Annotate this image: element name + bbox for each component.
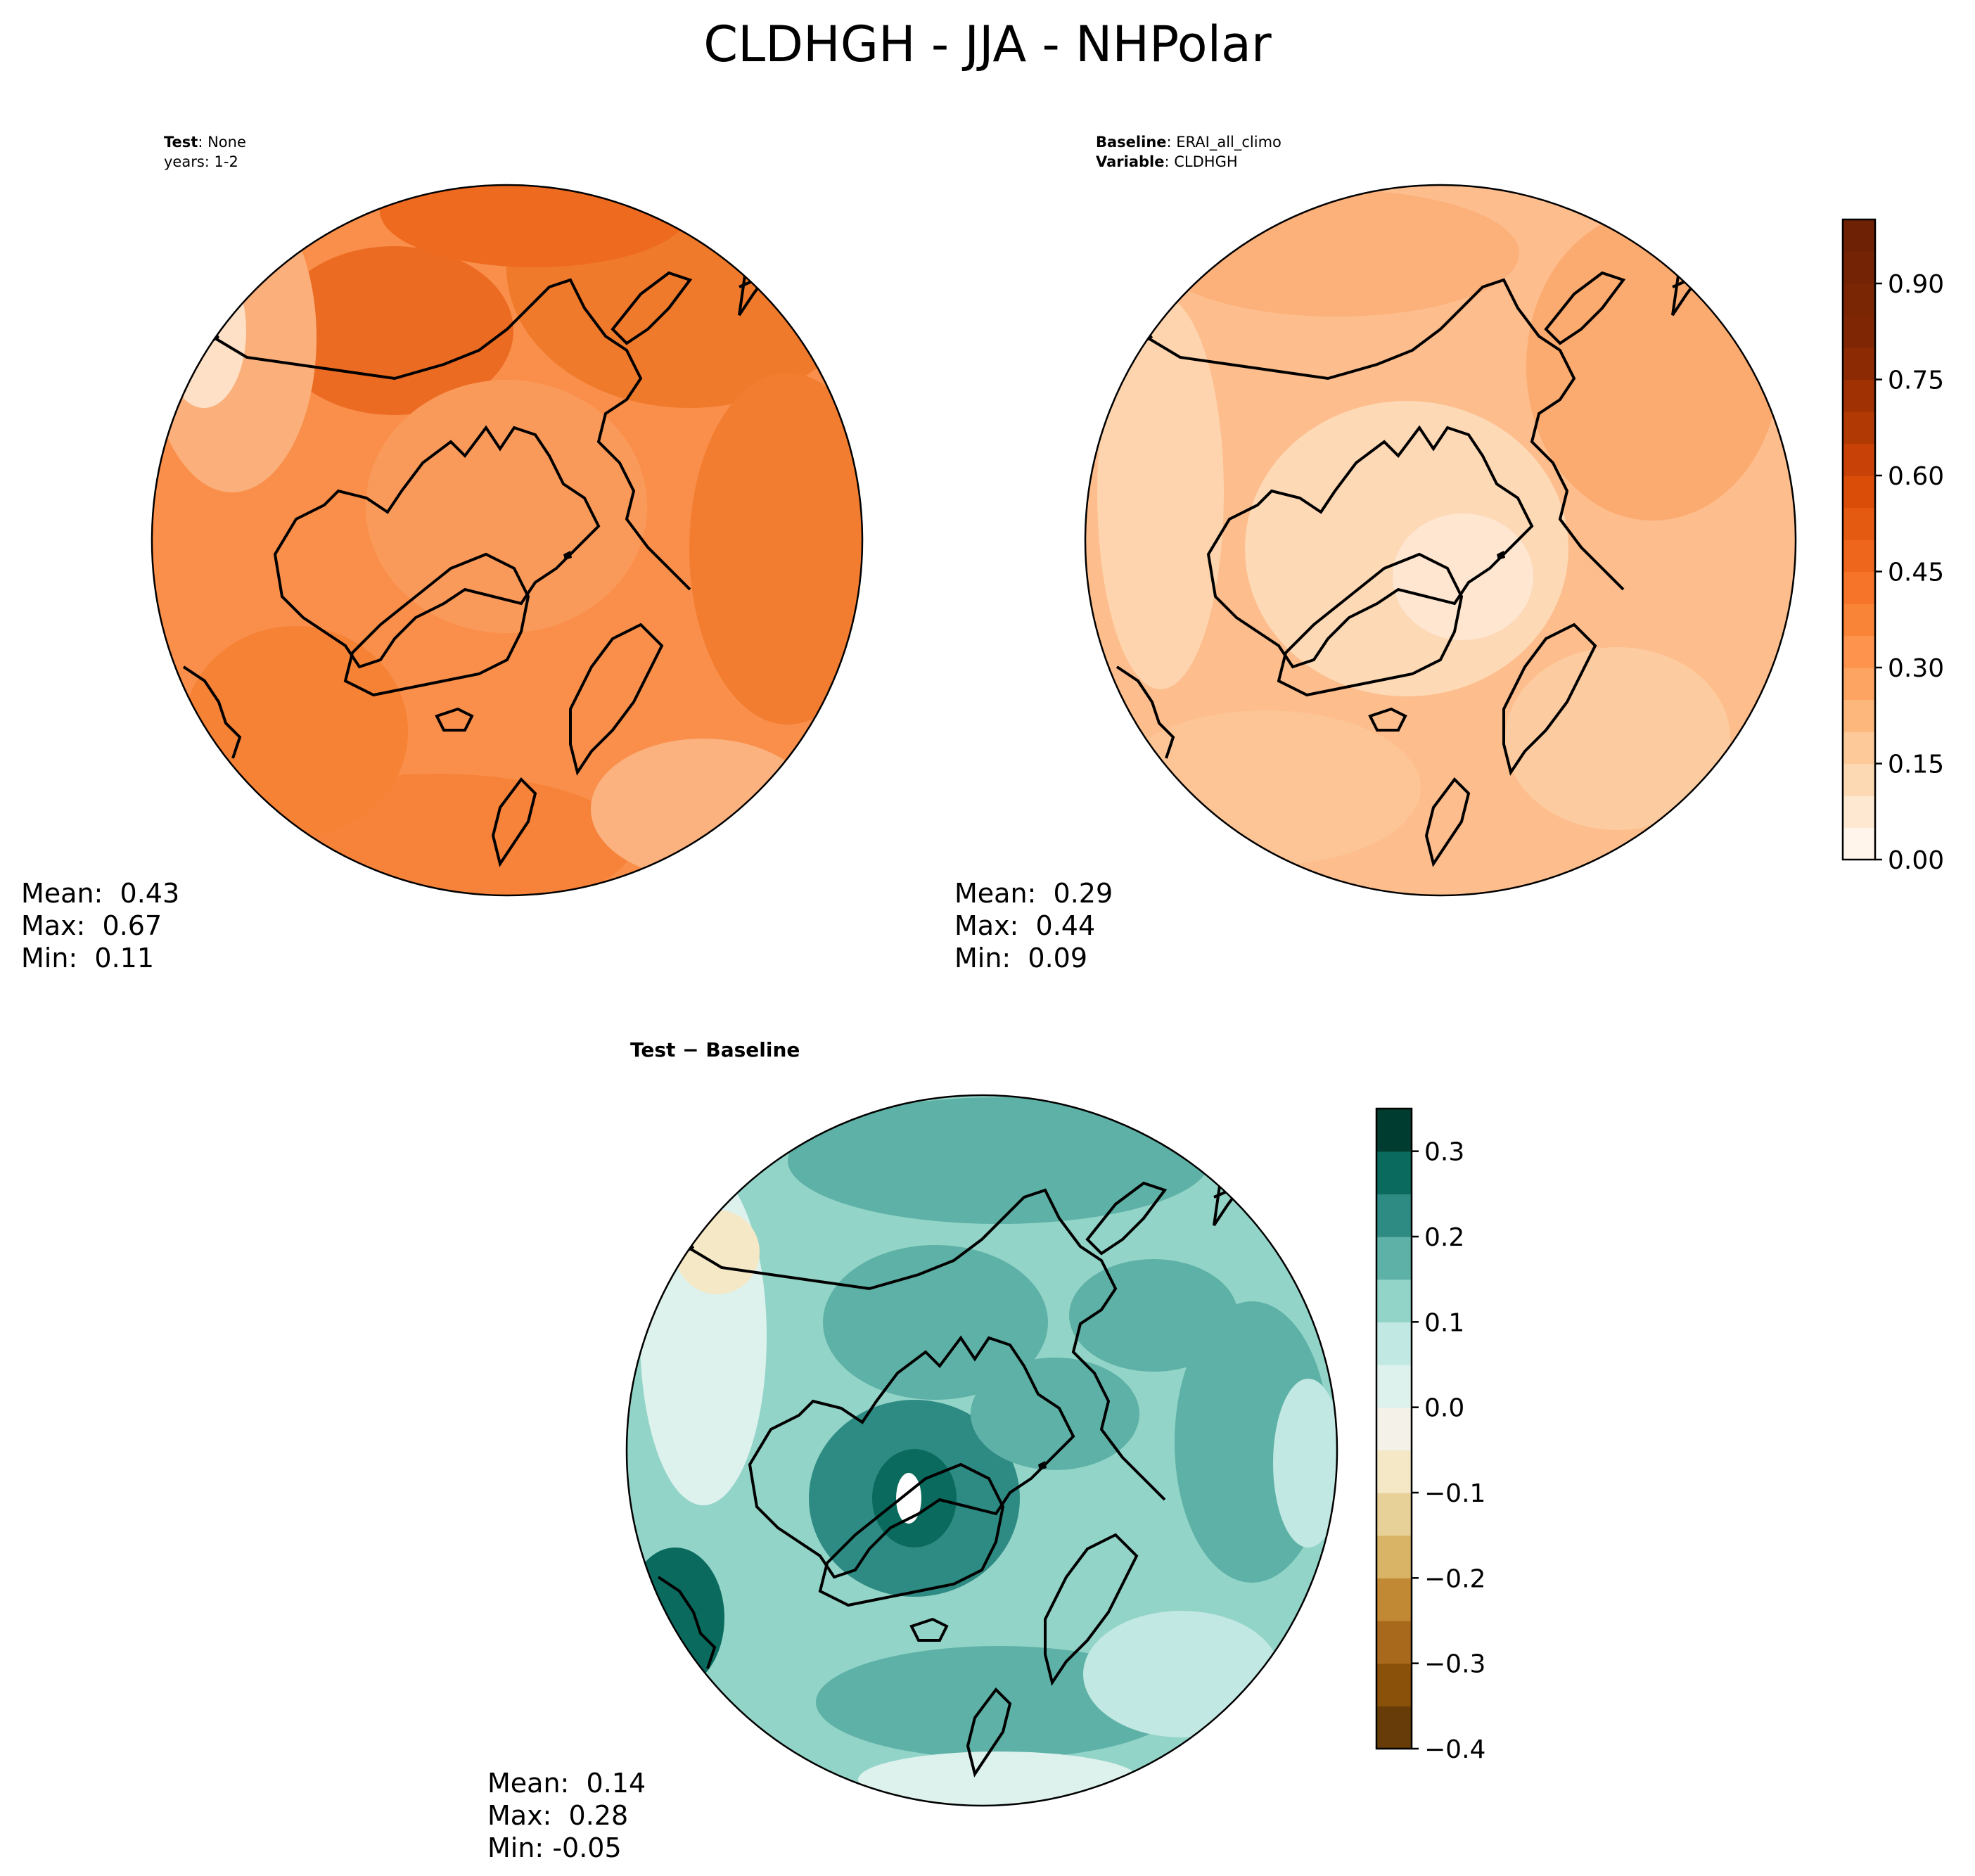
colorbar-diff-tick-label: −0.2 bbox=[1424, 1564, 1485, 1593]
colorbar-diff-tick-label: 0.1 bbox=[1424, 1308, 1464, 1337]
test-header-years: years: 1-2 bbox=[164, 153, 238, 170]
colorbar-main-color-band bbox=[1843, 347, 1875, 381]
colorbar-main-tick-label: 0.00 bbox=[1888, 846, 1944, 875]
baseline-mean: 0.29 bbox=[1053, 878, 1113, 909]
colorbar-main-color-band bbox=[1843, 540, 1875, 573]
colorbar-diff-color-band bbox=[1376, 1493, 1412, 1536]
baseline-panel-header: Baseline: ERAI_all_climo Variable: CLDHG… bbox=[1096, 132, 1281, 172]
colorbar-diff: 0.3 0.2 0.1 0.0 −0.1 −0.2 −0.3 −0.4 bbox=[1375, 1107, 1485, 1764]
variable-header-value: CLDHGH bbox=[1174, 153, 1238, 170]
test-min: 0.11 bbox=[94, 943, 155, 974]
variable-header-key: Variable bbox=[1096, 153, 1165, 170]
colorbar-main-color-band bbox=[1843, 827, 1875, 860]
baseline-max-label: Max: bbox=[954, 910, 1019, 941]
colorbar-main-tick-label: 0.15 bbox=[1888, 751, 1944, 779]
colorbar-diff-color-band bbox=[1376, 1279, 1412, 1322]
colorbar-diff-color-band bbox=[1376, 1578, 1412, 1621]
colorbar-diff-color-band bbox=[1376, 1109, 1412, 1152]
diff-stats: Mean: 0.14 Max: 0.28 Min: -0.05 bbox=[487, 1767, 646, 1864]
baseline-stats: Mean: 0.29 Max: 0.44 Min: 0.09 bbox=[954, 877, 1113, 974]
test-header-key: Test bbox=[164, 134, 198, 151]
diff-title-right: Baseline bbox=[705, 1038, 800, 1061]
colorbar-diff-tick-label: 0.0 bbox=[1424, 1394, 1464, 1423]
variable-header-sep: : bbox=[1164, 153, 1175, 170]
test-panel-header: Test: None years: 1-2 bbox=[164, 132, 246, 172]
baseline-map bbox=[1085, 185, 1796, 895]
baseline-min: 0.09 bbox=[1028, 943, 1088, 974]
colorbar-diff-color-band bbox=[1376, 1621, 1412, 1664]
diff-min-label: Min: bbox=[487, 1832, 544, 1863]
colorbar-main-color-band bbox=[1843, 732, 1875, 765]
colorbar-main-color-band bbox=[1843, 411, 1875, 445]
test-mean: 0.43 bbox=[120, 878, 180, 909]
test-header-value: None bbox=[207, 134, 246, 151]
colorbar-diff-color-band bbox=[1376, 1151, 1412, 1194]
colorbar-main-color-band bbox=[1843, 315, 1875, 348]
colorbar-main-color-band bbox=[1843, 283, 1875, 317]
colorbar-main-color-band bbox=[1843, 668, 1875, 701]
colorbar-diff-color-band bbox=[1376, 1194, 1412, 1237]
colorbar-main-color-band bbox=[1843, 571, 1875, 604]
colorbar-diff-tick-label: −0.4 bbox=[1424, 1735, 1485, 1764]
diff-mean: 0.14 bbox=[586, 1768, 646, 1799]
colorbar-diff-color-band bbox=[1376, 1535, 1412, 1578]
diff-max: 0.28 bbox=[568, 1800, 629, 1831]
test-map-boundary bbox=[151, 184, 864, 897]
diff-max-label: Max: bbox=[487, 1800, 552, 1831]
colorbar-diff-tick-label: 0.2 bbox=[1424, 1223, 1464, 1252]
colorbar-main-color-band bbox=[1843, 251, 1875, 284]
colorbar-diff-color-band bbox=[1376, 1237, 1412, 1280]
colorbar-diff-tick-label: −0.3 bbox=[1424, 1650, 1485, 1679]
colorbar-main-color-band bbox=[1843, 443, 1875, 476]
colorbar-diff-color-band bbox=[1376, 1450, 1412, 1493]
test-max-label: Max: bbox=[21, 910, 86, 941]
colorbar-main-tick-label: 0.30 bbox=[1888, 654, 1944, 683]
baseline-max: 0.44 bbox=[1035, 910, 1096, 941]
colorbar-main-tick-label: 0.45 bbox=[1888, 559, 1944, 587]
colorbar-main-color-band bbox=[1843, 507, 1875, 540]
baseline-mean-label: Mean: bbox=[954, 878, 1037, 909]
test-min-label: Min: bbox=[21, 943, 78, 974]
colorbar-main-color-band bbox=[1843, 635, 1875, 668]
baseline-map-boundary bbox=[1084, 184, 1797, 897]
colorbar-main-color-band bbox=[1843, 699, 1875, 732]
diff-min: -0.05 bbox=[552, 1832, 622, 1863]
colorbar-main-color-band bbox=[1843, 604, 1875, 637]
colorbar-diff-color-band bbox=[1376, 1407, 1412, 1450]
colorbar-diff-color-band bbox=[1376, 1365, 1412, 1408]
test-mean-label: Mean: bbox=[21, 878, 103, 909]
baseline-header-key: Baseline bbox=[1096, 134, 1167, 151]
colorbar-diff-color-band bbox=[1376, 1663, 1412, 1706]
diff-map-boundary bbox=[625, 1094, 1338, 1807]
test-map bbox=[152, 185, 862, 895]
colorbar-main-frame bbox=[1841, 218, 1877, 861]
colorbar-diff-tick-label: 0.3 bbox=[1424, 1138, 1464, 1167]
baseline-header-value: ERAI_all_climo bbox=[1176, 134, 1281, 151]
colorbar-diff-frame bbox=[1375, 1107, 1413, 1750]
figure-title: CLDHGH - JJA - NHPolar bbox=[703, 15, 1272, 73]
diff-panel-title: Test − Baseline bbox=[630, 1038, 800, 1061]
colorbar-main-color-band bbox=[1843, 379, 1875, 412]
colorbar-diff-color-band bbox=[1376, 1322, 1412, 1365]
baseline-header-sep: : bbox=[1166, 134, 1177, 151]
colorbar-diff-color-band bbox=[1376, 1706, 1412, 1749]
diff-title-left: Test bbox=[630, 1038, 676, 1061]
colorbar-main-tick-label: 0.60 bbox=[1888, 462, 1944, 491]
baseline-min-label: Min: bbox=[954, 943, 1011, 974]
colorbar-main-color-band bbox=[1843, 796, 1875, 829]
test-stats: Mean: 0.43 Max: 0.67 Min: 0.11 bbox=[21, 877, 179, 974]
colorbar-diff-tick-label: −0.1 bbox=[1424, 1479, 1485, 1508]
diff-mean-label: Mean: bbox=[487, 1768, 570, 1799]
colorbar-main-tick-label: 0.75 bbox=[1888, 366, 1944, 395]
colorbar-main: 0.00 0.15 0.30 0.45 0.60 0.75 0.90 bbox=[1841, 218, 1944, 875]
test-max: 0.67 bbox=[102, 910, 162, 941]
colorbar-main-color-band bbox=[1843, 763, 1875, 796]
colorbar-main-color-band bbox=[1843, 219, 1875, 253]
diff-title-op: − bbox=[675, 1038, 706, 1061]
colorbar-main-color-band bbox=[1843, 476, 1875, 509]
test-header-sep: : bbox=[198, 134, 208, 151]
colorbar-main-tick-label: 0.90 bbox=[1888, 270, 1944, 299]
